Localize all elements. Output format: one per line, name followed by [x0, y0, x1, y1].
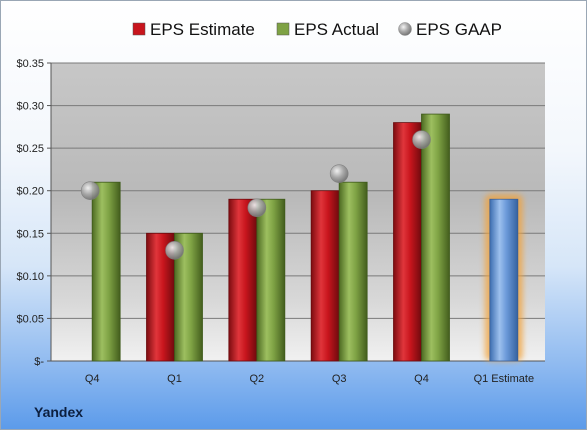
- legend-label: EPS Actual: [294, 20, 379, 39]
- y-tick-label: $0.25: [16, 143, 44, 155]
- legend-label: EPS Estimate: [150, 20, 255, 39]
- bar-eps-actual: [91, 181, 121, 362]
- x-tick-label: Q3: [332, 373, 347, 385]
- legend-swatch: [276, 22, 290, 36]
- gaap-marker: [247, 198, 267, 218]
- legend: EPS Estimate EPS Actual EPS GAAP: [132, 20, 502, 39]
- x-axis: Q4 Q1 Q2 Q3 Q4 Q1 Estimate: [85, 373, 534, 385]
- bar-eps-forecast: [489, 198, 519, 362]
- bar-eps-estimate: [393, 122, 422, 362]
- y-tick-label: $0.35: [16, 58, 44, 70]
- company-name: Yandex: [34, 404, 84, 420]
- gaap-markers: [80, 130, 431, 260]
- gaap-marker: [412, 130, 431, 149]
- x-tick-label: Q2: [249, 373, 264, 385]
- bar-eps-estimate: [310, 190, 340, 362]
- y-tick-label: $0.20: [16, 186, 44, 198]
- gridlines: [51, 62, 545, 362]
- y-tick-label: $0.30: [16, 101, 44, 113]
- y-tick-label: $0.10: [16, 271, 44, 283]
- x-tick-label: Q4: [85, 373, 100, 385]
- y-tick-label: $0.05: [16, 313, 44, 325]
- bar-eps-actual: [421, 113, 450, 362]
- y-axis: $- $0.05 $0.10 $0.15 $0.20 $0.25 $0.30 $0.35: [16, 58, 545, 368]
- bar-eps-estimate: [228, 198, 258, 362]
- bar-eps-actual: [256, 198, 286, 362]
- gaap-marker: [329, 164, 349, 183]
- gaap-marker: [80, 181, 100, 201]
- y-tick-label: $-: [34, 356, 44, 368]
- plot-area: [51, 63, 545, 361]
- x-tick-label: Q4: [414, 373, 429, 385]
- x-tick-label: Q1 Estimate: [474, 373, 535, 385]
- y-tick-label: $0.15: [16, 228, 44, 240]
- legend-swatch: [132, 22, 146, 36]
- legend-label: EPS GAAP: [416, 20, 502, 39]
- x-tick-label: Q1: [167, 373, 182, 385]
- gaap-marker: [165, 241, 184, 260]
- bar-eps-actual: [338, 181, 368, 362]
- legend-gaap-swatch: [398, 22, 412, 36]
